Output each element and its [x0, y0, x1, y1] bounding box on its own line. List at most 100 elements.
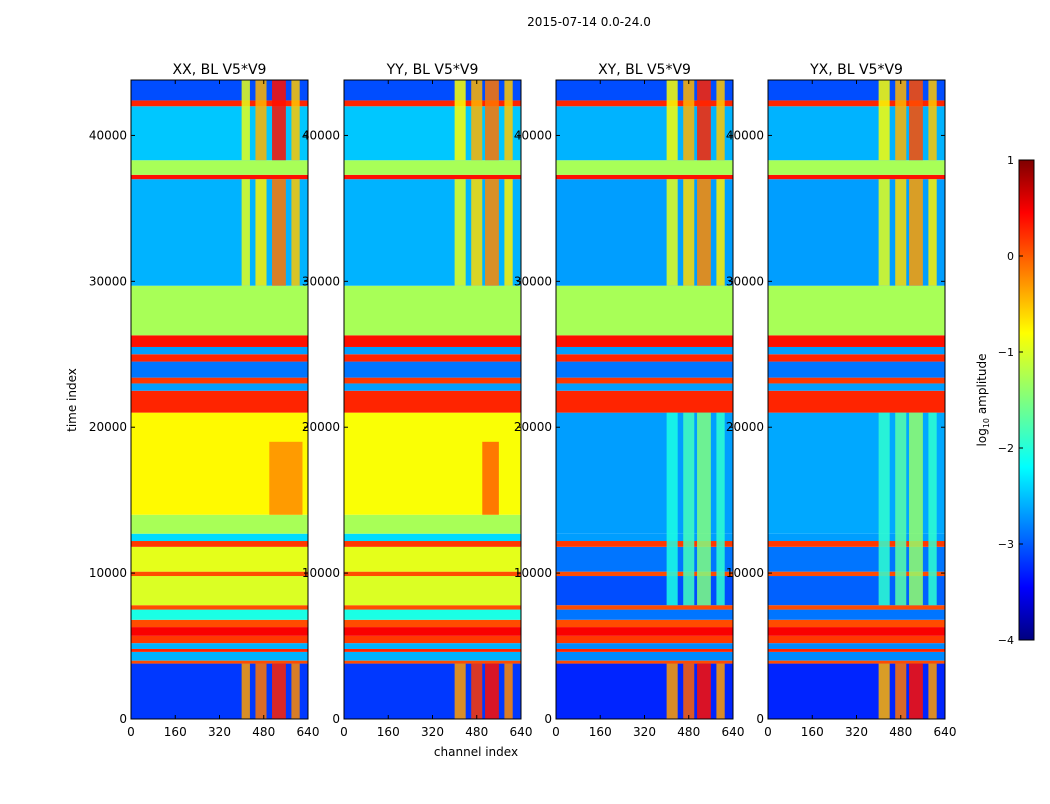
colorbar-tick-label: −1 [998, 346, 1014, 359]
heatmap-band [131, 377, 308, 384]
heatmap-band [344, 635, 521, 644]
heatmap-band [556, 533, 733, 542]
y-tick-label: 40000 [726, 128, 764, 142]
x-tick-label: 0 [764, 725, 772, 739]
heatmap-channel-band [241, 663, 250, 719]
heatmap-channel-band [241, 80, 250, 161]
heatmap-band [131, 576, 308, 606]
x-tick-label: 480 [465, 725, 488, 739]
heatmap-channel-band [471, 663, 483, 719]
heatmap-band [344, 354, 521, 362]
x-axis-label: channel index [434, 745, 518, 759]
heatmap-band [131, 346, 308, 355]
y-tick-label: 20000 [726, 420, 764, 434]
x-tick-label: 480 [252, 725, 275, 739]
heatmap-channel-band [716, 412, 725, 606]
heatmap-band [344, 571, 521, 577]
x-tick-label: 320 [633, 725, 656, 739]
heatmap-band [344, 609, 521, 620]
heatmap-channel-band [909, 179, 923, 286]
heatmap-channel-band [291, 179, 300, 286]
heatmap-band [556, 619, 733, 628]
y-tick-label: 10000 [302, 566, 340, 580]
heatmap-channel-band [471, 179, 483, 286]
heatmap-channel-band [895, 663, 907, 719]
heatmap-channel-band [272, 663, 286, 719]
heatmap-channel-band [716, 80, 725, 161]
heatmap-band [768, 651, 945, 661]
heatmap-band [344, 533, 521, 542]
x-tick-label: 0 [340, 725, 348, 739]
heatmap-channel-band [666, 663, 678, 719]
heatmap-band [768, 619, 945, 628]
heatmap-channel-band [255, 663, 267, 719]
heatmap-channel-band [878, 80, 890, 161]
heatmap-band [131, 609, 308, 620]
heatmap-band [556, 651, 733, 661]
heatmap-channel-band [241, 179, 250, 286]
heatmap-band [131, 533, 308, 542]
x-tick-label: 480 [677, 725, 700, 739]
heatmap-channel-band [909, 80, 923, 161]
x-tick-label: 160 [377, 725, 400, 739]
heatmap-band [768, 390, 945, 413]
colorbar: 10−1−2−3−4 log10 amplitude [975, 154, 1035, 647]
figure-title: 2015-07-14 0.0-24.0 [527, 15, 651, 29]
panel-title: XX, BL V5*V9 [173, 62, 267, 78]
heatmap-band [131, 541, 308, 547]
x-tick-label: 0 [552, 725, 560, 739]
x-tick-label: 320 [208, 725, 231, 739]
panel-title: YY, BL V5*V9 [386, 62, 479, 78]
heatmap-channel-band [291, 663, 300, 719]
heatmap-band [556, 346, 733, 355]
heatmap-channel-band [909, 412, 923, 606]
colorbar-label: log10 amplitude [975, 354, 991, 447]
heatmap-channel-band [697, 179, 711, 286]
y-tick-label: 30000 [302, 274, 340, 288]
panel-3: YX, BL V5*V9 0 160 320 480 640 0 10000 20000 3000… [726, 62, 957, 739]
heatmap-channel-band [878, 179, 890, 286]
heatmap-band [556, 377, 733, 384]
colorbar-tick-label: 1 [1007, 154, 1014, 167]
heatmap-band [768, 335, 945, 347]
y-tick-label: 10000 [89, 566, 127, 580]
heatmap-band [344, 546, 521, 572]
heatmap-band [768, 346, 945, 355]
heatmap-band [768, 285, 945, 336]
heatmap-channel-band [895, 412, 907, 606]
y-tick-label: 0 [756, 712, 764, 726]
heatmap-band [344, 377, 521, 384]
x-tick-label: 640 [722, 725, 745, 739]
x-tick-label: 320 [421, 725, 444, 739]
heatmap-band [344, 576, 521, 606]
colorbar-label-main: log [975, 428, 989, 446]
heatmap-band [556, 627, 733, 636]
heatmap-channel-band [485, 179, 499, 286]
heatmap-band [344, 627, 521, 636]
heatmap-channel-band [697, 412, 711, 606]
heatmap-band [131, 619, 308, 628]
y-tick-label: 20000 [89, 420, 127, 434]
heatmap-channel-band [697, 663, 711, 719]
x-tick-label: 0 [127, 725, 135, 739]
heatmap-channel-band [683, 412, 695, 606]
heatmap-band [131, 390, 308, 413]
heatmap-band [556, 390, 733, 413]
heatmap-band [344, 335, 521, 347]
heatmap-band [131, 627, 308, 636]
x-tick-label: 160 [801, 725, 824, 739]
heatmap-channel-band [454, 80, 466, 161]
x-tick-label: 160 [589, 725, 612, 739]
heatmap-band [131, 605, 308, 610]
heatmap-band [344, 174, 521, 180]
heatmap-band [344, 514, 521, 534]
heatmap-band [768, 100, 945, 107]
heatmap-band [344, 285, 521, 336]
heatmap-channel-band [504, 80, 513, 161]
heatmap-band [131, 546, 308, 572]
colorbar-gradient [1018, 159, 1035, 641]
colorbar-tick-label: −4 [998, 634, 1014, 647]
heatmap-channel-band [482, 441, 499, 515]
heatmap-band [556, 160, 733, 175]
